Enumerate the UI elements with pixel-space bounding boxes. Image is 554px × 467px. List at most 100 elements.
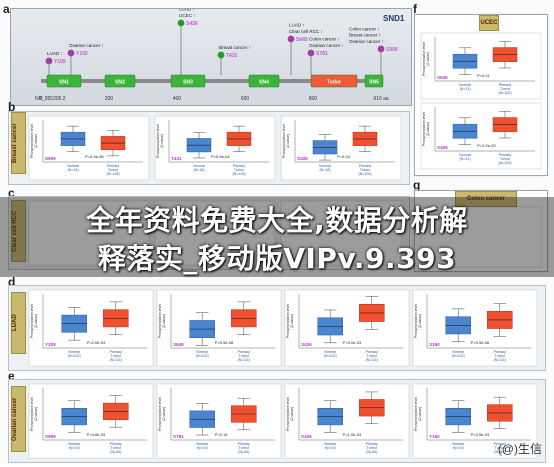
domain-diagram: SND1 SN1 SN2 SN3 SN4 Tudor SN5 0 200 400 600 800 910… [10, 0, 412, 106]
cancer-annotation: Colon cancer ↑ [349, 26, 380, 31]
row-d-plots: Phosphorylation level (Z-value) Normal (N=1… [28, 289, 538, 367]
plot-frame [412, 383, 538, 459]
domain-label: Tudor [327, 80, 341, 86]
domain-block [104, 74, 136, 88]
cancer-annotation: Ovarian cancer ↑ [309, 43, 344, 48]
group-label: Tumor [495, 446, 506, 450]
group-label: Normal [67, 164, 79, 168]
panel-letter-b: b [8, 100, 16, 114]
group-label: Normal [324, 350, 336, 354]
lollipop-head [377, 45, 385, 53]
watermark-text: (@)生信 [497, 442, 542, 456]
y-axis-label: Phosphorylation level [158, 397, 162, 431]
cancer-annotation: Clear cell RCC ↑ [289, 29, 323, 34]
group-label: (N=102) [196, 354, 209, 358]
plot-frame [28, 383, 154, 459]
group-label: Primary [366, 442, 379, 446]
group-label: Primary [494, 350, 507, 354]
group-label: (N=111) [110, 358, 123, 362]
panel-g-plots [420, 206, 542, 268]
y-axis-label: Phosphorylation level [30, 397, 34, 431]
row-b: Phosphorylation level (Z-value) Normal (N=1… [8, 111, 410, 185]
p-value-label: P=5.9e-04 [211, 154, 230, 159]
group-label: (N=84) [494, 450, 505, 454]
cancer-annotation: Ovarian cancer ↑ [69, 43, 104, 48]
p-value-label: P=1.0e-03 [343, 432, 362, 437]
panel-letter-e: e [8, 369, 15, 383]
p-value-label: P=4.8e-03 [87, 432, 106, 437]
group-label: Tumor [111, 446, 122, 450]
group-label: (N=84) [110, 450, 121, 454]
group-label: Tumor [500, 87, 511, 91]
panel-letter-c: c [8, 186, 15, 200]
p-value-label: P=5.9e-06 [471, 340, 490, 345]
group-label: Normal [196, 442, 208, 446]
axis-tick-label: 800 [309, 96, 318, 102]
domain-label: SN3 [183, 80, 193, 86]
y-axis-label: (Z-value) [286, 134, 290, 148]
site-label: S150 [429, 342, 440, 347]
axis-tick-label: 400 [173, 96, 182, 102]
y-axis-label: Phosphorylation level [414, 304, 418, 338]
group-label: (N=111) [366, 358, 379, 362]
cancer-annotation: Breast cancer ↑ [349, 33, 381, 38]
group-label: Normal [452, 442, 464, 446]
group-label: Primary [499, 153, 512, 157]
group-label: (N=18) [67, 168, 78, 172]
plot-frame [154, 115, 276, 181]
accession-label: NP_055205.2 [35, 96, 66, 102]
site-label: Y150 [76, 51, 88, 57]
group-label: Tumor [239, 446, 250, 450]
panel-letter-g: g [413, 178, 421, 192]
plot-frame [420, 206, 542, 268]
site-label: S909 [45, 434, 56, 439]
y-axis-label: (Z-value) [34, 314, 38, 328]
plot-frame [280, 200, 402, 266]
row-c [8, 196, 410, 270]
y-axis-label: (Z-value) [34, 407, 38, 421]
group-label: Normal [68, 350, 80, 354]
domain-label: SN2 [115, 80, 125, 86]
plot-frame [154, 200, 276, 266]
group-label: Tumor [360, 168, 371, 172]
domain-block [170, 74, 206, 88]
plot-frame [284, 383, 410, 459]
site-label: S645 [173, 342, 184, 347]
domain-block [364, 74, 384, 88]
y-axis-label: Phosphorylation level [414, 397, 418, 431]
group-label: Primary [110, 350, 123, 354]
cancer-annotation: Colon cancer ↑ [309, 37, 340, 42]
site-label: S426 [186, 21, 198, 27]
row-e-label: Ovarian cancer [11, 386, 26, 452]
cancer-annotation: Breast cancer ↑ [219, 45, 251, 50]
cancer-annotation: LUAD ↑ [289, 23, 305, 28]
cancer-annotation: LUAD ↑ [179, 9, 195, 12]
group-label: Primary [107, 164, 120, 168]
group-label: (N=84) [366, 450, 377, 454]
group-label: (N=100) [498, 91, 511, 95]
cancer-annotation: Ovarian cancer ↑ [349, 39, 384, 44]
protein-backbone [41, 79, 383, 83]
group-label: (N=125) [106, 172, 119, 176]
site-label: T431 [226, 53, 238, 59]
site-label: T431 [171, 156, 182, 161]
lollipop-head [45, 57, 53, 65]
lollipop-head [67, 49, 75, 57]
y-axis-label: (Z-value) [160, 134, 164, 148]
panel-letter-f: f [413, 2, 417, 16]
group-label: Tumor [500, 157, 511, 161]
y-axis-label: (Z-value) [162, 407, 166, 421]
panel-g-label: Colon cancer [455, 191, 517, 207]
cancer-annotation: UCEC ↑ [179, 13, 196, 18]
p-value-label: P=3.9e-03 [471, 432, 490, 437]
domain-label: SN5 [369, 80, 379, 86]
panel-letter-d: d [8, 275, 16, 289]
site-label: S426 [437, 145, 448, 150]
group-label: (N=31) [459, 157, 470, 161]
plot-frame [28, 200, 150, 266]
lollipop-head [307, 49, 315, 57]
lollipop-head [177, 19, 185, 27]
lollipop-head [217, 51, 225, 59]
plot-frame [280, 115, 402, 181]
